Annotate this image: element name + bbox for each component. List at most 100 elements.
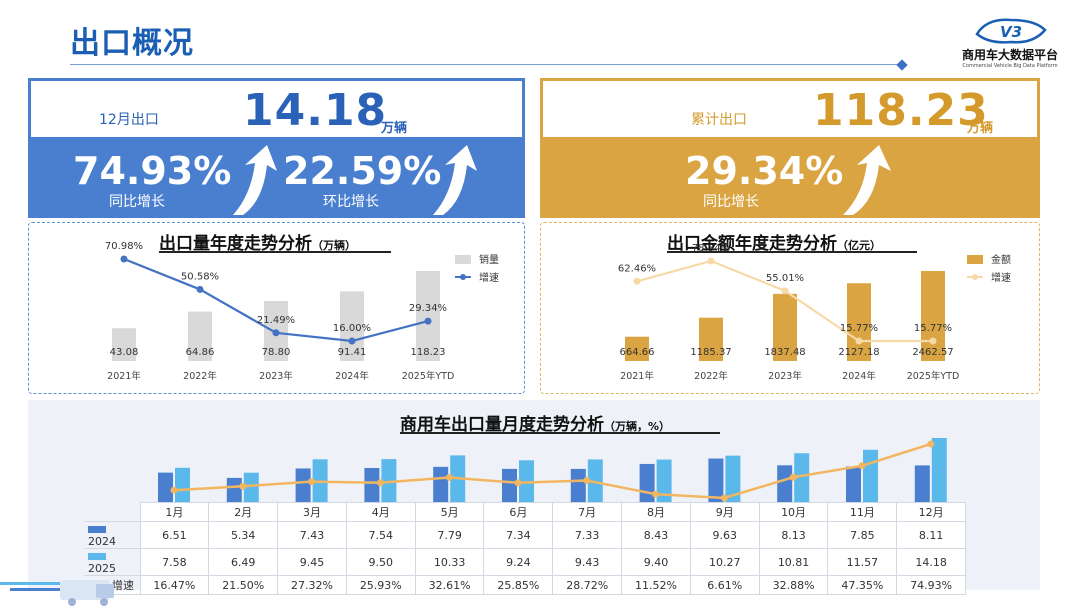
bar-2025 (243, 472, 259, 502)
bar-2024 (846, 466, 861, 502)
x-tick-label: 2021年 (107, 370, 141, 382)
table-cell: 16.47% (139, 575, 210, 595)
x-tick-label: 2023年 (259, 370, 293, 382)
growth-label: 29.34% (409, 303, 447, 314)
table-cell: 10.81 (758, 548, 829, 576)
legend-swatch (88, 525, 106, 533)
bar-label: 2127.18 (838, 347, 879, 358)
table-cell: 11.52% (621, 575, 691, 595)
bar-2024 (433, 466, 449, 502)
growth-label: 16.00% (333, 323, 371, 334)
table-cell: 5.34 (208, 521, 279, 549)
table-cell: 9.43 (552, 548, 623, 576)
growth-point (308, 478, 316, 486)
month-header: 2月 (208, 502, 279, 522)
bar-2025 (931, 438, 947, 502)
bar-label: 64.86 (186, 347, 215, 358)
title-divider (70, 64, 905, 65)
month-header: 1月 (139, 502, 210, 522)
month-header: 8月 (621, 502, 691, 522)
title-divider-dot (896, 59, 908, 71)
bar (340, 291, 364, 361)
panel-title: 商用车出口量月度走势分析（万辆，%） (400, 410, 670, 435)
legend-label: 增速 (991, 271, 1011, 284)
arrow-up-icon (843, 145, 891, 215)
table-cell: 9.24 (483, 548, 554, 576)
bar-2024 (777, 465, 793, 502)
kpi-mom-value: 22.59% (283, 149, 442, 193)
bar-label: 664.66 (620, 347, 655, 358)
table-cell: 7.58 (139, 548, 210, 576)
growth-point (196, 285, 204, 293)
growth-point (927, 440, 935, 448)
growth-label: 15.77% (840, 323, 878, 334)
table-cell: 8.11 (896, 521, 967, 549)
legend-swatch (455, 255, 471, 264)
panel-title-unit: （万辆） (312, 239, 356, 252)
growth-point (720, 494, 728, 502)
growth-point (120, 255, 128, 263)
logo: V3 商用车大数据平台 Commercial Vehicle Big Data … (955, 14, 1065, 74)
kpi-label: 累计出口 (691, 112, 747, 128)
table-cell: 6.51 (139, 521, 210, 549)
bar-2025 (725, 455, 741, 502)
growth-point (445, 473, 453, 481)
kpi-band (31, 137, 522, 215)
growth-point (514, 479, 522, 487)
bar (112, 328, 136, 361)
panel-volume: 出口量年度走势分析（万辆） 43.08 2021年 64.86 2022年 78.80 2… (28, 222, 525, 394)
growth-point (929, 337, 937, 345)
table-cell: 7.54 (345, 521, 416, 549)
growth-label: 78.34% (692, 243, 730, 254)
bar-2025 (794, 453, 810, 502)
bar-2025 (381, 459, 397, 502)
month-header: 9月 (689, 502, 760, 522)
bar-2025 (519, 460, 534, 502)
kpi-band (543, 137, 1037, 215)
kpi-value: 118.23 (813, 85, 989, 136)
bar-2024 (708, 458, 724, 502)
arrow-up-icon (233, 145, 277, 215)
legend-label: 销量 (479, 253, 499, 266)
month-header: 4月 (345, 502, 416, 522)
panel-value: 出口金额年度走势分析（亿元） 664.66 2021年 1185.37 2022年 18… (540, 222, 1040, 394)
bar (188, 311, 212, 361)
panel-title-underline (159, 251, 391, 253)
table-cell: 7.43 (277, 521, 347, 549)
table-cell: 7.79 (414, 521, 485, 549)
x-tick-label: 2022年 (694, 370, 728, 382)
table-cell: 10.27 (689, 548, 760, 576)
growth-point (348, 337, 356, 345)
legend-swatch (972, 274, 978, 280)
table-cell: 9.63 (689, 521, 760, 549)
growth-point (855, 337, 863, 345)
table-cell: 6.61% (689, 575, 760, 595)
growth-point (789, 473, 797, 481)
panel-title-underline (400, 432, 720, 434)
kpi-value: 14.18 (243, 85, 388, 136)
month-header: 6月 (483, 502, 554, 522)
kpi-yoy-label: 同比增长 (109, 194, 165, 210)
table-cell: 74.93% (896, 575, 967, 595)
panel-title-unit: （亿元） (837, 239, 881, 252)
logo-mark-text: V3 (1000, 23, 1022, 41)
bar-2025 (175, 467, 190, 502)
logo-subtitle: Commercial Vehicle Big Data Platform (962, 63, 1058, 69)
growth-point (781, 287, 789, 295)
kpi-yoy-value: 29.34% (685, 149, 844, 193)
legend-swatch (967, 255, 983, 264)
kpi-unit: 万辆 (381, 121, 408, 136)
growth-point (170, 486, 178, 494)
bar (847, 283, 871, 361)
panel-title-text: 出口量年度走势分析 (159, 234, 312, 254)
growth-point (633, 277, 641, 285)
month-header: 10月 (758, 502, 829, 522)
table-cell: 32.61% (414, 575, 485, 595)
series-name: 2025 (88, 562, 116, 575)
table-cell: 9.45 (277, 548, 347, 576)
growth-point (376, 479, 384, 487)
bar (699, 317, 723, 361)
x-tick-label: 2023年 (768, 370, 802, 382)
panel-title-text: 商用车出口量月度走势分析 (400, 415, 604, 435)
x-tick-label: 2024年 (335, 370, 369, 382)
